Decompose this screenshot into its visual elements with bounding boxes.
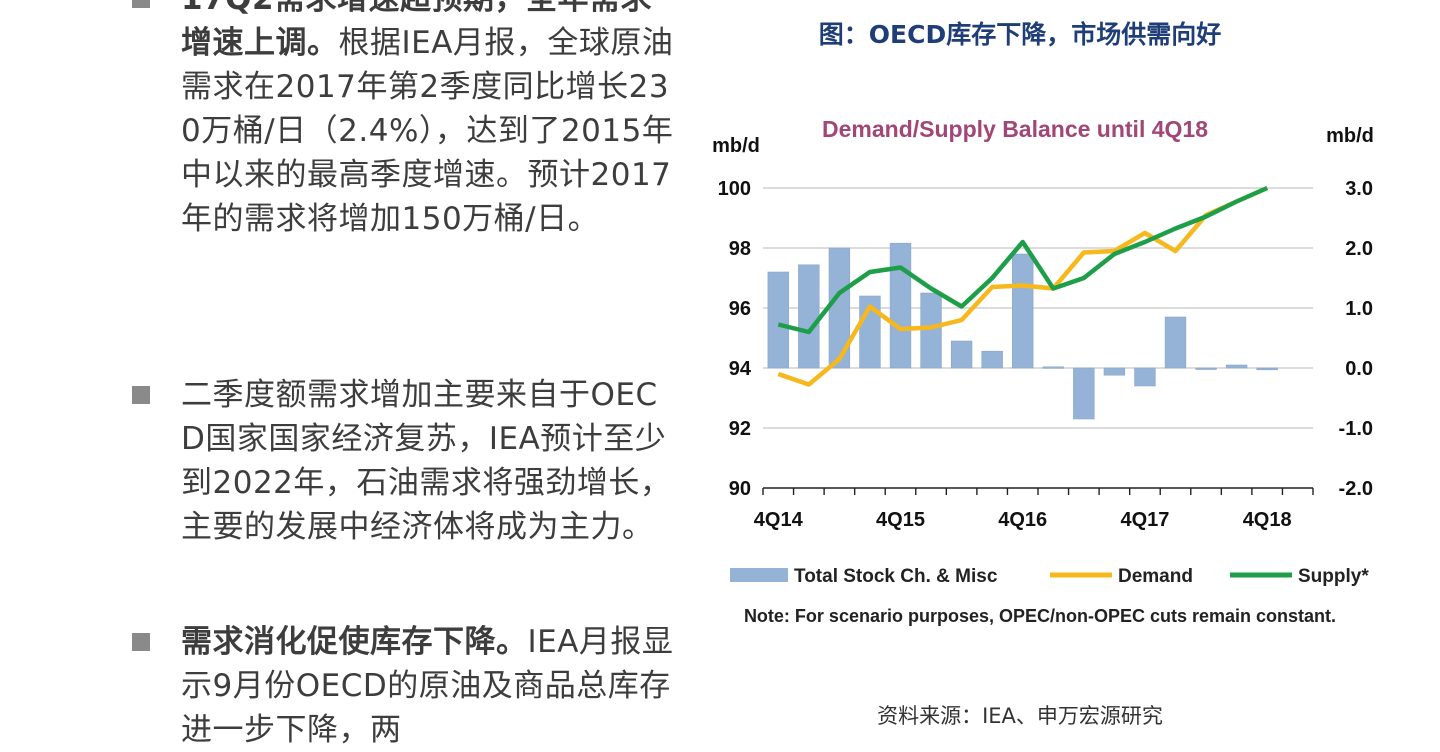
bullet-text: 二季度额需求增加主要来自于OECD国家国家经济复苏，IEA预计至少到2022年，… <box>181 373 681 549</box>
y-tick-label-right: 0.0 <box>1345 358 1373 380</box>
line-series <box>777 185 1269 387</box>
legend-label: Supply* <box>1298 566 1369 587</box>
bullet-square-icon <box>132 386 150 404</box>
bullet-body: IEA月报显示9月份OECD的原油及商品总库存进一步下降，两 <box>181 624 674 748</box>
bar <box>1195 367 1217 370</box>
y-tick-label-left: 98 <box>729 238 751 260</box>
x-tick-label: 4Q15 <box>876 509 925 531</box>
bullet-bold-lead: 需求消化促使库存下降。 <box>181 624 528 660</box>
x-tick-label: 4Q18 <box>1243 509 1292 531</box>
figure-source: 资料来源：IEA、申万宏源研究 <box>877 704 1163 728</box>
y-axis-left-label: mb/d <box>712 135 760 157</box>
bullet-text: 17Q2需求增速超预期，全年需求增速上调。根据IEA月报，全球原油需求在2017… <box>181 0 681 241</box>
x-tick-label: 4Q16 <box>998 509 1047 531</box>
legend-label: Total Stock Ch. & Misc <box>794 566 998 587</box>
bar <box>920 292 942 369</box>
x-tick-label: 4Q17 <box>1120 509 1169 531</box>
y-tick-label-left: 100 <box>718 178 751 200</box>
bullet-body: 根据IEA月报，全球原油需求在2017年第2季度同比增长230万桶/日（2.4%… <box>181 25 674 237</box>
bullet-text: 需求消化促使库存下降。IEA月报显示9月份OECD的原油及商品总库存进一步下降，… <box>181 620 681 752</box>
y-tick-label-right: 3.0 <box>1345 178 1373 200</box>
y-tick-label-left: 90 <box>729 478 751 500</box>
bullet-square-icon <box>132 633 150 651</box>
y-tick-label-right: 2.0 <box>1345 238 1373 260</box>
bar <box>1134 367 1156 387</box>
bar <box>1225 364 1248 369</box>
y-tick-label-left: 94 <box>729 358 752 380</box>
bar <box>981 350 1003 369</box>
chart-legend: Total Stock Ch. & Misc Demand Supply* <box>730 566 1369 587</box>
chart-axes: 100 3.0 98 2.0 96 1.0 94 0.0 92 -1.0 90 -2.0 4Q14 4Q1… <box>718 178 1373 531</box>
bullet-body: 二季度额需求增加主要来自于OECD国家国家经济复苏，IEA预计至少到2022年，… <box>181 377 672 545</box>
bar <box>1256 367 1278 371</box>
bullet-bold-lead: 17Q2需求增速超预期，全年需求增速上调。 <box>181 0 652 61</box>
bar <box>1103 367 1126 376</box>
demand-supply-chart: 100 3.0 98 2.0 96 1.0 94 0.0 92 -1.0 90 -2.0 4Q14 4Q1… <box>712 116 1374 626</box>
y-axis-right-label: mb/d <box>1326 125 1374 147</box>
bar <box>767 271 789 369</box>
bar <box>889 242 912 369</box>
bullet-square-icon <box>132 0 150 8</box>
x-tick-label: 4Q14 <box>754 509 804 531</box>
chart-note: Note: For scenario purposes, OPEC/non-OP… <box>744 606 1336 626</box>
text-column: 17Q2需求增速超预期，全年需求增速上调。根据IEA月报，全球原油需求在2017… <box>0 0 700 749</box>
bar <box>1042 366 1064 369</box>
series-line-supply <box>777 185 1269 335</box>
y-tick-label-left: 96 <box>729 298 751 320</box>
legend-label: Demand <box>1118 566 1193 587</box>
y-tick-label-left: 92 <box>729 418 751 440</box>
bar <box>1012 253 1034 369</box>
bar <box>1164 316 1187 369</box>
chart-title: Demand/Supply Balance until 4Q18 <box>822 116 1208 142</box>
bar <box>950 340 973 369</box>
bar <box>798 264 820 369</box>
series-line-demand <box>777 185 1269 387</box>
bar-series <box>767 242 1278 420</box>
y-tick-label-right: -2.0 <box>1339 478 1373 500</box>
chart-grid <box>763 187 1313 429</box>
figure-title: 图：OECD库存下降，市场供需向好 <box>818 20 1222 49</box>
legend-swatch-bar <box>730 568 788 582</box>
bar <box>1073 367 1095 420</box>
y-tick-label-right: -1.0 <box>1339 418 1373 440</box>
y-tick-label-right: 1.0 <box>1345 298 1373 320</box>
